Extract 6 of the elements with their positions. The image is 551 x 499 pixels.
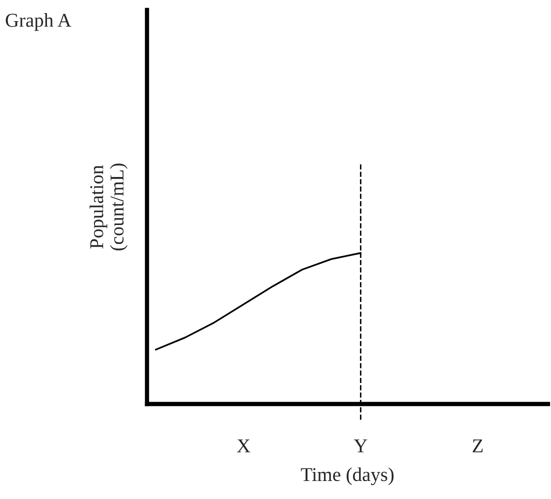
x-tick-label: X [237,439,250,452]
x-tick-label: Y [354,439,368,452]
x-tick-label: Z [472,439,483,452]
chart-title: Graph A [6,13,72,31]
x-axis-title: Time (days) [300,467,394,486]
y-axis-title: Population (count/mL) [90,164,128,250]
